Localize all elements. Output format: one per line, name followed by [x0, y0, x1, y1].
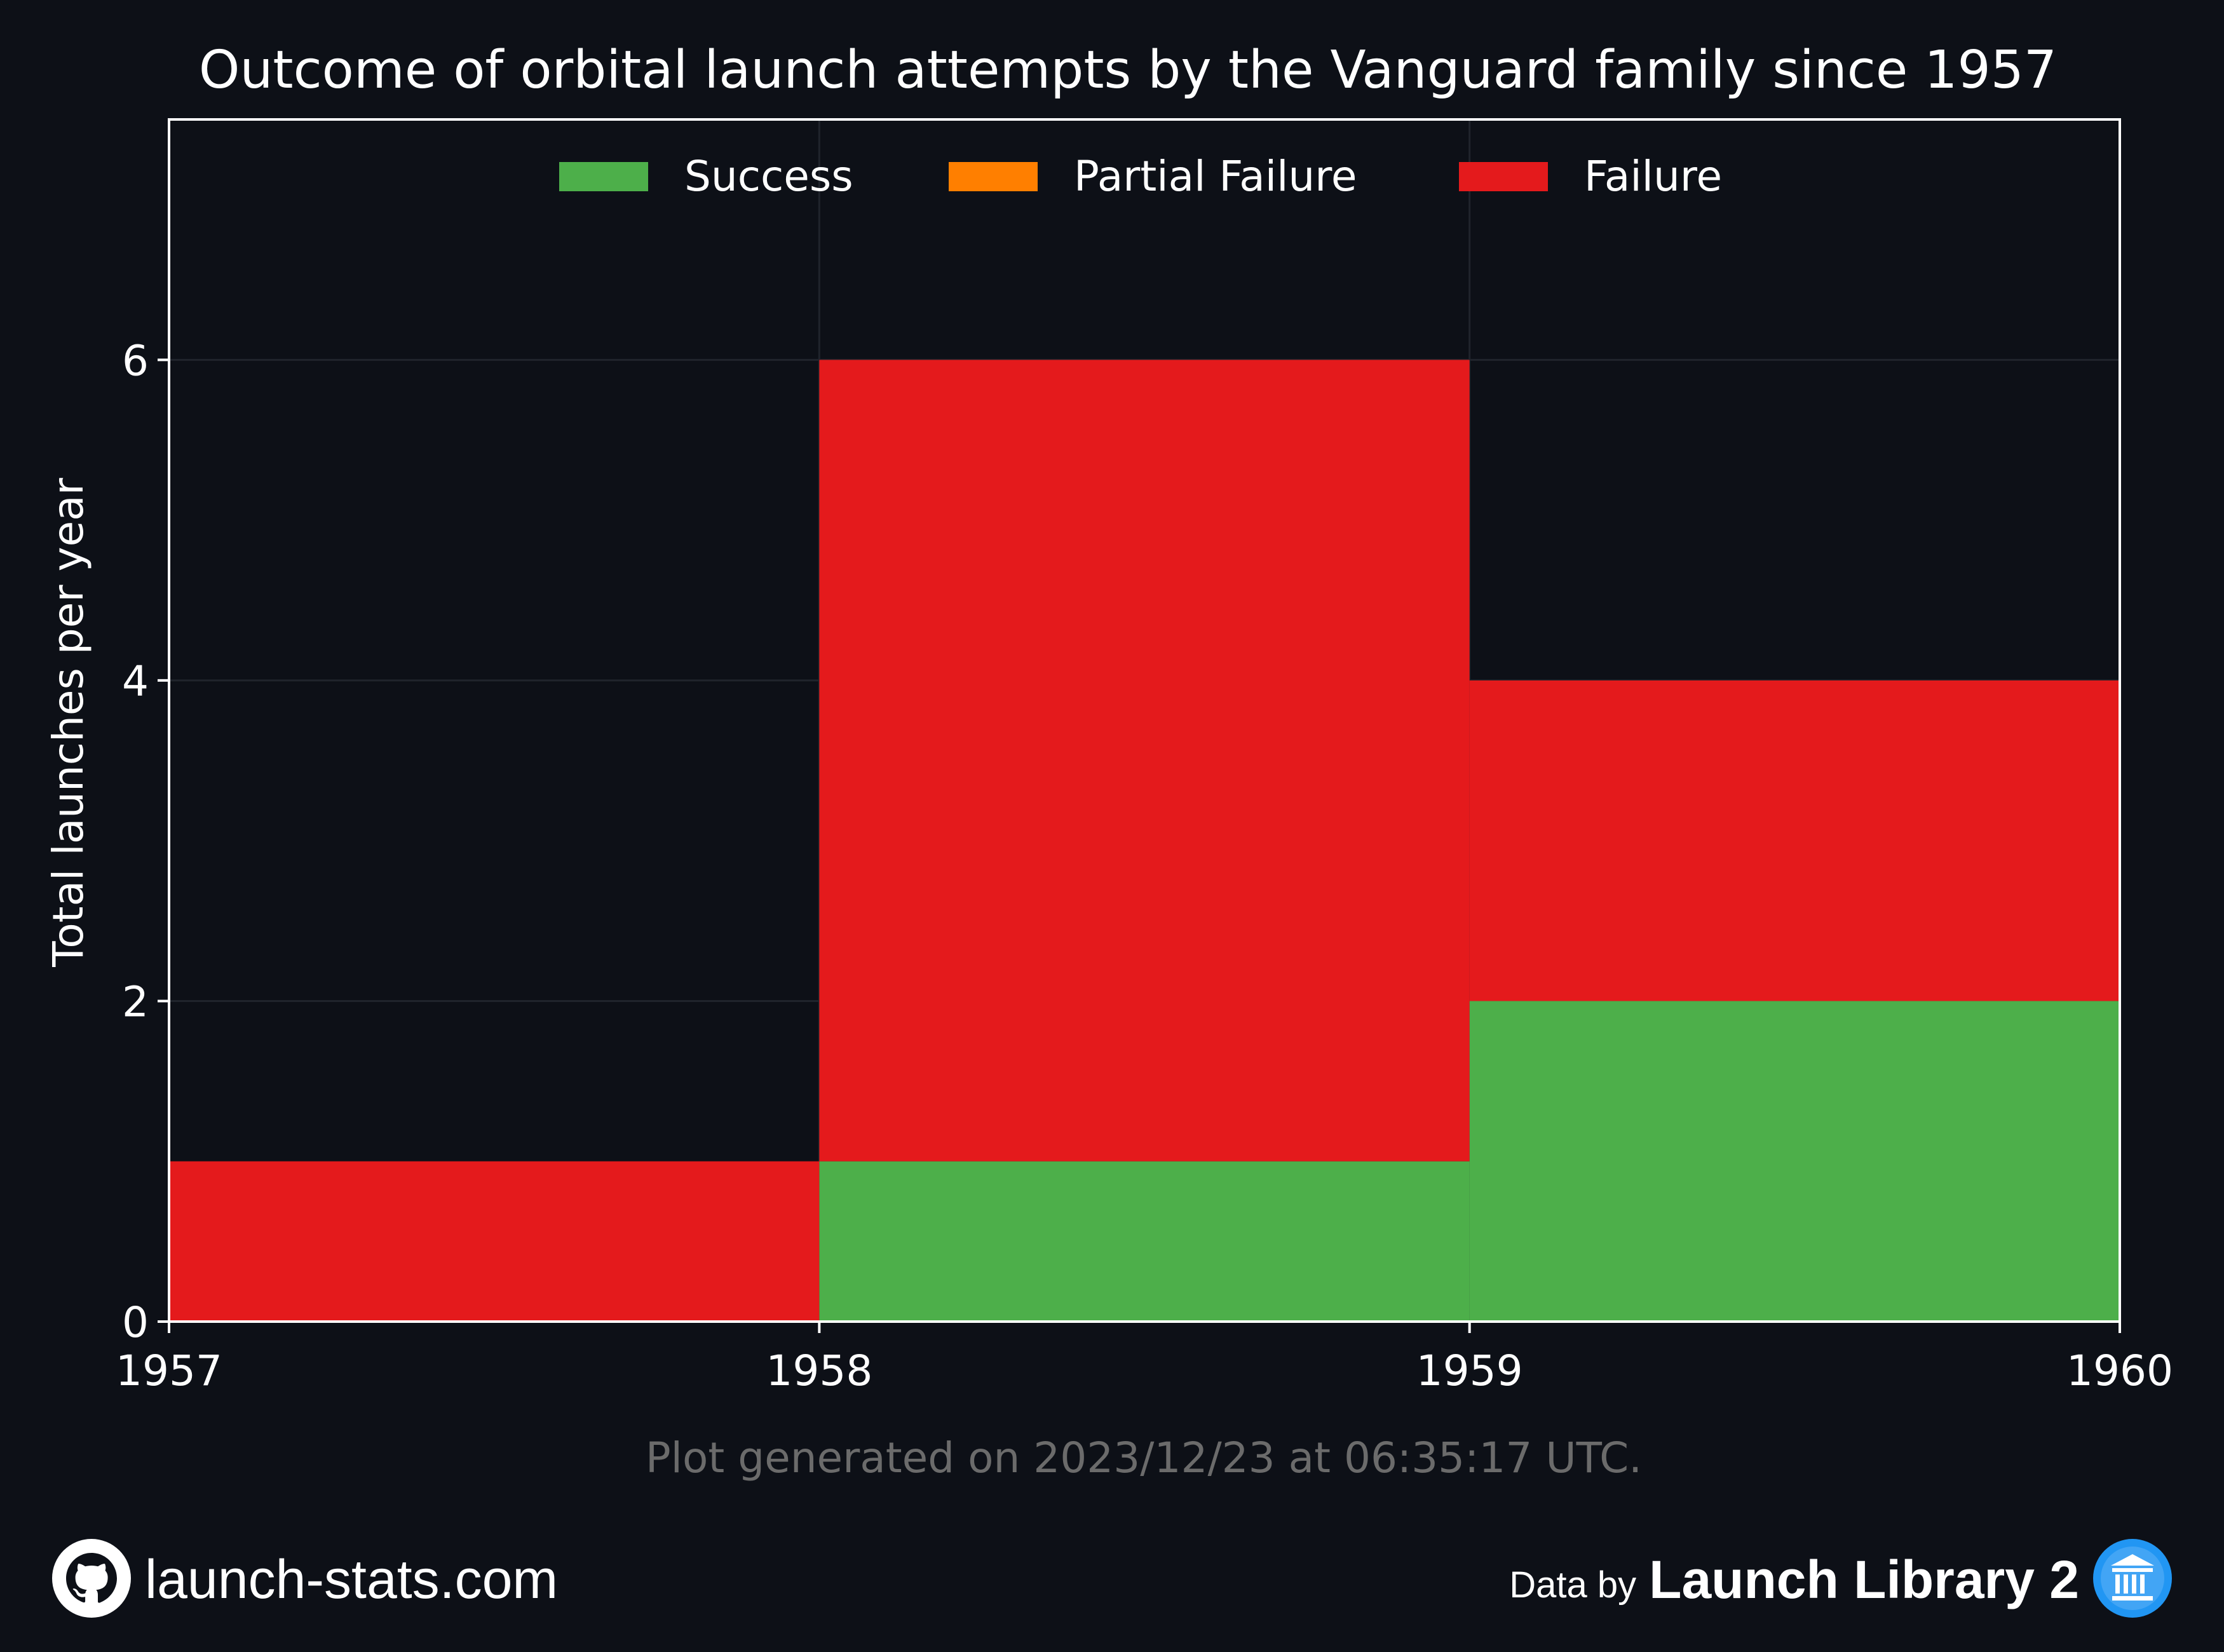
plot-frame	[168, 118, 2121, 1323]
bar-failure	[819, 360, 1470, 1161]
bar-success	[1469, 1001, 2120, 1322]
x-tick-label: 1959	[1416, 1346, 1523, 1395]
x-tick-label: 1958	[766, 1346, 872, 1395]
x-tick-label: 1957	[116, 1346, 222, 1395]
y-axis-label: Total launches per year	[44, 477, 93, 967]
legend-swatch	[1459, 162, 1548, 191]
bar-failure	[1469, 680, 2120, 1001]
bar-success	[819, 1161, 1470, 1322]
y-tick-label: 6	[122, 336, 149, 385]
plot-generated-note: Plot generated on 2023/12/23 at 06:35:17…	[646, 1433, 1642, 1482]
bar-failure	[169, 1161, 820, 1322]
x-tick-label: 1960	[2066, 1346, 2173, 1395]
axis-ticks: 0 2 4 6 1957 1958 1959 1960	[116, 336, 2173, 1395]
legend-swatch	[949, 162, 1038, 191]
y-tick-label: 0	[122, 1298, 149, 1347]
axes	[168, 118, 2121, 1323]
y-tick-label: 2	[122, 977, 149, 1026]
legend-label: Failure	[1584, 152, 1722, 201]
y-tick-label: 4	[122, 657, 149, 706]
chart-title: Outcome of orbital launch attempts by th…	[199, 40, 2057, 100]
legend-swatch	[559, 162, 648, 191]
legend-label: Success	[684, 152, 853, 201]
legend-label: Partial Failure	[1074, 152, 1357, 201]
legend: Success Partial Failure Failure	[559, 152, 1722, 201]
bar-series	[169, 360, 2120, 1322]
